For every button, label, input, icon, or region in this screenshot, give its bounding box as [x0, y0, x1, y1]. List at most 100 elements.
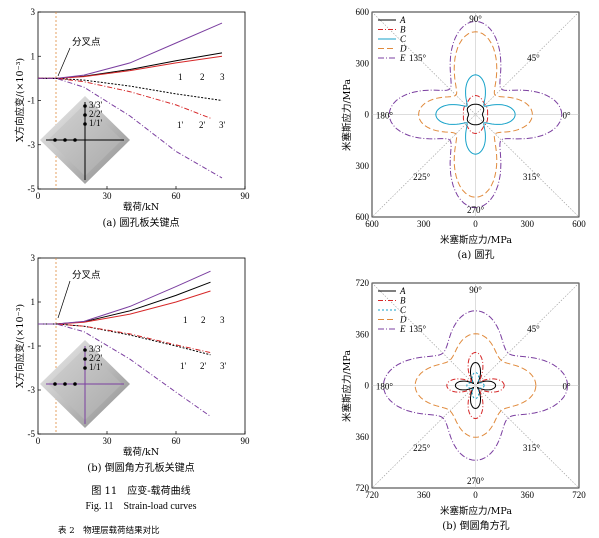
panel-d-ytick-label-0: 720 [356, 278, 370, 288]
panel-b-curve-label-2p: 2' [200, 361, 207, 371]
panel-d-angle-label-6: 270° [467, 476, 485, 486]
panel-a-point-2 [83, 113, 87, 117]
panel-a: 3/3' 2/2' 1/1' 分叉点 0 30 60 90 3 1 -1 -3 -5 1 2 3… [14, 7, 250, 229]
panel-c-legend-label-B: B [400, 25, 406, 35]
panel-d-ytick-label-1: 360 [356, 329, 370, 339]
panel-c-diag-2 [371, 11, 580, 218]
panel-c-angle-label-2: 90° [469, 14, 482, 24]
panel-a-ylabel: X方向应变/(×10⁻³) [14, 58, 26, 142]
panel-d-series-D [414, 333, 537, 438]
panel-a-curve-label-1p: 1' [177, 120, 184, 130]
panel-b-ticks: 0 30 60 90 3 1 -1 -3 -5 [28, 253, 251, 446]
panel-d-xlabel: 米塞斯应力/MPa [440, 505, 512, 517]
panel-b-inset-label-2: 2/2' [89, 353, 103, 363]
panel-b-caption: (b) 倒圆角方孔板关键点 [87, 461, 194, 474]
panel-c-series [388, 20, 563, 209]
panel-b-series-5 [38, 323, 211, 354]
panel-a-point-1 [83, 122, 87, 126]
panel-c-ylabel: 米塞斯应力/MPa [341, 79, 353, 151]
panel-b-ytick-label-2: -1 [28, 341, 36, 351]
panel-b-ytick-label-4: -5 [28, 429, 36, 439]
panel-b-point-h1 [53, 382, 57, 386]
panel-a-curve-label-3: 3 [220, 72, 225, 82]
panel-b-xlabel: 载荷/kN [123, 446, 159, 458]
panel-c-angle-label-3: 135° [409, 53, 427, 63]
panel-a-ytick-label-3: -3 [28, 140, 36, 150]
panel-d-xtick-label-2: 0 [473, 490, 478, 500]
panel-c-legend-label-E: E [399, 53, 406, 63]
panel-c-angle-label-6: 270° [467, 205, 485, 215]
panel-c-angle-labels: 0° 45° 90° 135° 180° 225° 270° 315° [376, 14, 571, 215]
panel-a-series [38, 22, 223, 179]
panel-c-angle-label-7: 315° [523, 172, 541, 182]
panel-b-ytick-label-0: 3 [31, 253, 36, 263]
panel-b-inset-label-3: 3/3' [89, 344, 103, 354]
panel-d-angle-labels: 0° 45° 90° 135° 180° 225° 270° 315° [376, 285, 571, 486]
panel-d-caption: (b) 倒圆角方孔 [442, 519, 509, 532]
panel-a-xlabel: 载荷/kN [123, 201, 159, 213]
panel-a-inset-plate: 3/3' 2/2' 1/1' [40, 96, 130, 184]
panel-d-angle-label-5: 225° [413, 443, 431, 453]
panel-c-legend-label-A: A [399, 15, 406, 25]
panel-d-legend-label-A: A [399, 286, 406, 296]
panel-b-inset-plate: 3/3' 2/2' 1/1' [40, 340, 130, 428]
panel-b-xtick-label-1: 30 [103, 436, 113, 446]
panel-b-series [38, 270, 211, 417]
panel-c-xtick-label-4: 600 [572, 219, 586, 229]
panel-b-xtick-label-0: 0 [36, 436, 41, 446]
panel-a-curve-label-2: 2 [200, 72, 205, 82]
panel-d-xtick-label-1: 360 [417, 490, 431, 500]
panel-c-legend-label-C: C [400, 34, 407, 44]
panel-c-series-A [466, 103, 485, 126]
panel-c-xtick-label-2: 0 [473, 219, 478, 229]
panel-b-point-2 [83, 357, 87, 361]
panel-b-series-6 [38, 323, 211, 417]
panel-a-point-h2 [63, 138, 67, 142]
panel-c-grid [371, 11, 580, 218]
panel-b-inset-label-1: 1/1' [89, 362, 103, 372]
panel-a-curve-label-3p: 3' [219, 120, 226, 130]
panel-a-ytick-label-4: -5 [28, 184, 36, 194]
panel-c-angle-label-5: 225° [413, 172, 431, 182]
panel-c-series-B [462, 94, 489, 135]
panel-d-xtick-label-4: 720 [572, 490, 586, 500]
panel-d-series [382, 310, 568, 461]
panel-b-point-h2 [63, 382, 67, 386]
panel-d-series-A [454, 361, 497, 410]
panel-c-series-C [435, 74, 516, 155]
panel-d-angle-label-7: 315° [523, 443, 541, 453]
panel-d-ylabel: 米塞斯应力/MPa [341, 350, 353, 422]
panel-d-angle-label-2: 90° [469, 285, 482, 295]
panel-c-xlabel: 米塞斯应力/MPa [440, 234, 512, 246]
panel-c-ytick-label-4: 600 [356, 212, 370, 222]
panel-c-ytick-label-0: 600 [356, 7, 370, 17]
panel-d-angle-label-1: 45° [527, 324, 540, 334]
figure-title-en: Fig. 11 Strain-load curves [85, 501, 196, 512]
panel-b-point-h3 [73, 382, 77, 386]
panel-d-angle-label-4: 180° [376, 382, 394, 392]
panel-d-series-C [466, 372, 485, 399]
panel-c-angle-label-4: 180° [376, 111, 394, 121]
panel-b-curve-label-2: 2 [201, 315, 206, 325]
panel-a-point-3 [83, 104, 87, 108]
panel-a-xtick-label-3: 90 [241, 191, 251, 201]
panel-a-series-4 [38, 77, 223, 101]
panel-b-xtick-label-3: 90 [241, 436, 251, 446]
panel-d-angle-label-3: 135° [409, 324, 427, 334]
panel-b-point-1 [83, 366, 87, 370]
table-caption-cut: 表 2 物理层载荷结果对比 [58, 525, 160, 536]
panel-d-legend-label-B: B [400, 296, 406, 306]
panel-b-curve-label-3: 3 [220, 315, 225, 325]
panel-a-series-2 [38, 55, 223, 79]
panel-a-point-h3 [73, 138, 77, 142]
panel-a-xtick-label-2: 60 [172, 191, 182, 201]
panel-c-legend-label-D: D [399, 44, 407, 54]
panel-c-series-E [388, 20, 563, 209]
panel-a-ytick-label-1: 1 [31, 51, 36, 61]
panel-d-diag-1 [371, 282, 580, 489]
